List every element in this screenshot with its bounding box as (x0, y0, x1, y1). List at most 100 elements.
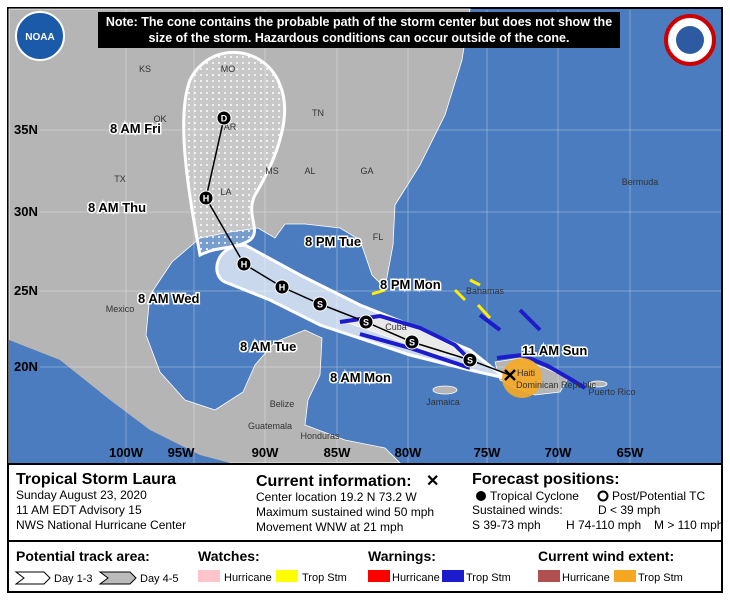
forecast-type: H (241, 260, 248, 270)
jamaica (432, 385, 458, 395)
lon-label: 100W (109, 445, 144, 460)
lat-label: 35N (14, 122, 38, 137)
place-label: Jamaica (426, 397, 460, 407)
extent-heading: Current wind extent: (538, 548, 674, 564)
day45: Day 4-5 (140, 573, 179, 585)
current-heading: Current information: (256, 473, 412, 490)
forecast-point (462, 352, 478, 368)
place-label: AL (304, 166, 315, 176)
forecast-time: 8 PM Mon (380, 277, 441, 292)
place-label: Guatemala (248, 421, 292, 431)
puerto-rico (588, 380, 608, 388)
lon-label: 65W (617, 445, 644, 460)
pacific (9, 340, 230, 463)
place-label: OK (153, 114, 166, 124)
forecast-time: 8 AM Mon (330, 370, 391, 385)
location: Center location 19.2 N 73.2 W (256, 490, 417, 504)
forecast-type: S (317, 300, 323, 310)
watch-ts-swatch (276, 570, 298, 582)
lon-label: 70W (545, 445, 572, 460)
logo-text: NOAA (25, 32, 54, 43)
lon-label: 75W (474, 445, 501, 460)
post: Post/Potential TC (612, 489, 705, 503)
forecast-point (198, 190, 214, 206)
forecast-type: S (409, 338, 415, 348)
cone-day1-3 (215, 243, 506, 380)
note-frame: Note: The cone contains the probable pat… (106, 15, 612, 45)
place-label: Haiti (517, 368, 535, 378)
warn-ts: Trop Stm (466, 572, 511, 584)
current-position (504, 369, 516, 381)
ext-ts: Trop Stm (638, 572, 683, 584)
lat-label: 30N (14, 204, 38, 219)
day13-icon (14, 571, 51, 585)
lon-label: 85W (324, 445, 351, 460)
place-label: GA (360, 166, 373, 176)
place-label: Cuba (385, 322, 407, 332)
warnings-heading: Warnings: (368, 548, 436, 564)
forecast-type: S (467, 356, 473, 366)
place-label: Dominican Republic (516, 380, 597, 390)
forecast-heading: Forecast positions: (472, 471, 620, 488)
forecast-point (404, 334, 420, 350)
place-label: TX (114, 174, 126, 184)
place-label: MO (221, 64, 236, 74)
tc-symbol (476, 491, 486, 501)
warn-hurricane: Hurricane (392, 572, 440, 584)
watch-ts: Trop Stm (302, 572, 347, 584)
forecast-type: D (221, 114, 228, 124)
advisory: 11 AM EDT Advisory 15 (16, 503, 142, 517)
place-label: TN (312, 108, 324, 118)
panel-border (7, 463, 723, 593)
lat-label: 20N (14, 359, 38, 374)
lon-label: 80W (395, 445, 422, 460)
place-label: AR (224, 122, 237, 132)
place-label: FL (373, 232, 384, 242)
tropical: Tropical Cyclone (490, 489, 579, 503)
movement: Movement WNW at 21 mph (256, 520, 403, 534)
forecast-point (236, 256, 252, 272)
forecast-point (216, 110, 232, 126)
wind: Maximum sustained wind 50 mph (256, 505, 434, 519)
s-range: S 39-73 mph (472, 518, 541, 532)
day45-icon (98, 571, 137, 585)
wind-extent (502, 358, 542, 398)
center: NWS National Hurricane Center (16, 518, 186, 532)
noaa-logo (15, 11, 65, 61)
day13: Day 1-3 (54, 573, 93, 585)
place-label: MS (265, 166, 279, 176)
land (8, 8, 471, 464)
place-label: Puerto Rico (588, 387, 635, 397)
ptc-symbol (597, 490, 609, 502)
forecast-time: 8 PM Tue (305, 234, 361, 249)
track-heading: Potential track area: (16, 548, 150, 564)
ext-hurricane: Hurricane (562, 572, 610, 584)
place-label: Honduras (300, 431, 340, 441)
watches-heading: Watches: (198, 548, 260, 564)
place-label: KS (139, 64, 151, 74)
date: Sunday August 23, 2020 (16, 488, 147, 502)
forecast-time: 8 AM Tue (240, 339, 296, 354)
lon-label: 95W (168, 445, 195, 460)
forecast-type: H (279, 283, 286, 293)
d-range: D < 39 mph (598, 503, 660, 517)
current-time-label: 11 AM Sun (522, 343, 587, 358)
forecast-time: 8 AM Fri (110, 121, 161, 136)
current-symbol: ✕ (426, 473, 439, 490)
forecast-type: H (203, 194, 210, 204)
ext-ts-swatch (614, 570, 636, 582)
place-label: LA (220, 187, 231, 197)
forecast-time: 8 AM Wed (138, 291, 199, 306)
h-range: H 74-110 mph (566, 518, 641, 532)
forecast-point (312, 296, 328, 312)
watch-hurricane: Hurricane (224, 572, 272, 584)
place-label: Bahamas (466, 286, 505, 296)
place-label: Mexico (106, 304, 135, 314)
place-label: Belize (270, 399, 295, 409)
ts-watches (371, 278, 492, 320)
nws-logo-inner (676, 26, 704, 54)
lat-label: 25N (14, 283, 38, 298)
watch-hurricane-swatch (198, 570, 220, 582)
